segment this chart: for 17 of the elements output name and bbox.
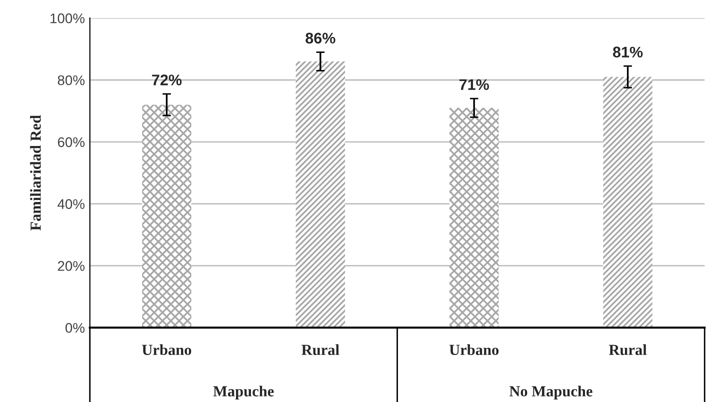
y-tick-label: 60% xyxy=(58,137,85,148)
y-tick-label: 20% xyxy=(58,261,85,271)
text: Mapuche xyxy=(213,386,274,400)
y-axis-title: Familiaridad Red xyxy=(30,115,41,231)
x-tick-label: Rural xyxy=(608,344,647,356)
y-tick-label: 80% xyxy=(58,75,85,86)
x-tick-label: Urbano xyxy=(142,344,192,356)
y-tick-label: 0% xyxy=(65,322,85,333)
data-label: 81% xyxy=(612,46,643,58)
x-tick-label: Rural xyxy=(302,344,340,356)
data-label: 72% xyxy=(152,74,182,86)
y-tick-label: 40% xyxy=(58,199,85,209)
text: No Mapuche xyxy=(509,386,592,400)
data-label: 86% xyxy=(306,32,336,44)
x-tick-label: Urbano xyxy=(449,344,499,356)
y-tick-label: 100% xyxy=(50,13,85,24)
data-label: 71% xyxy=(459,79,489,90)
